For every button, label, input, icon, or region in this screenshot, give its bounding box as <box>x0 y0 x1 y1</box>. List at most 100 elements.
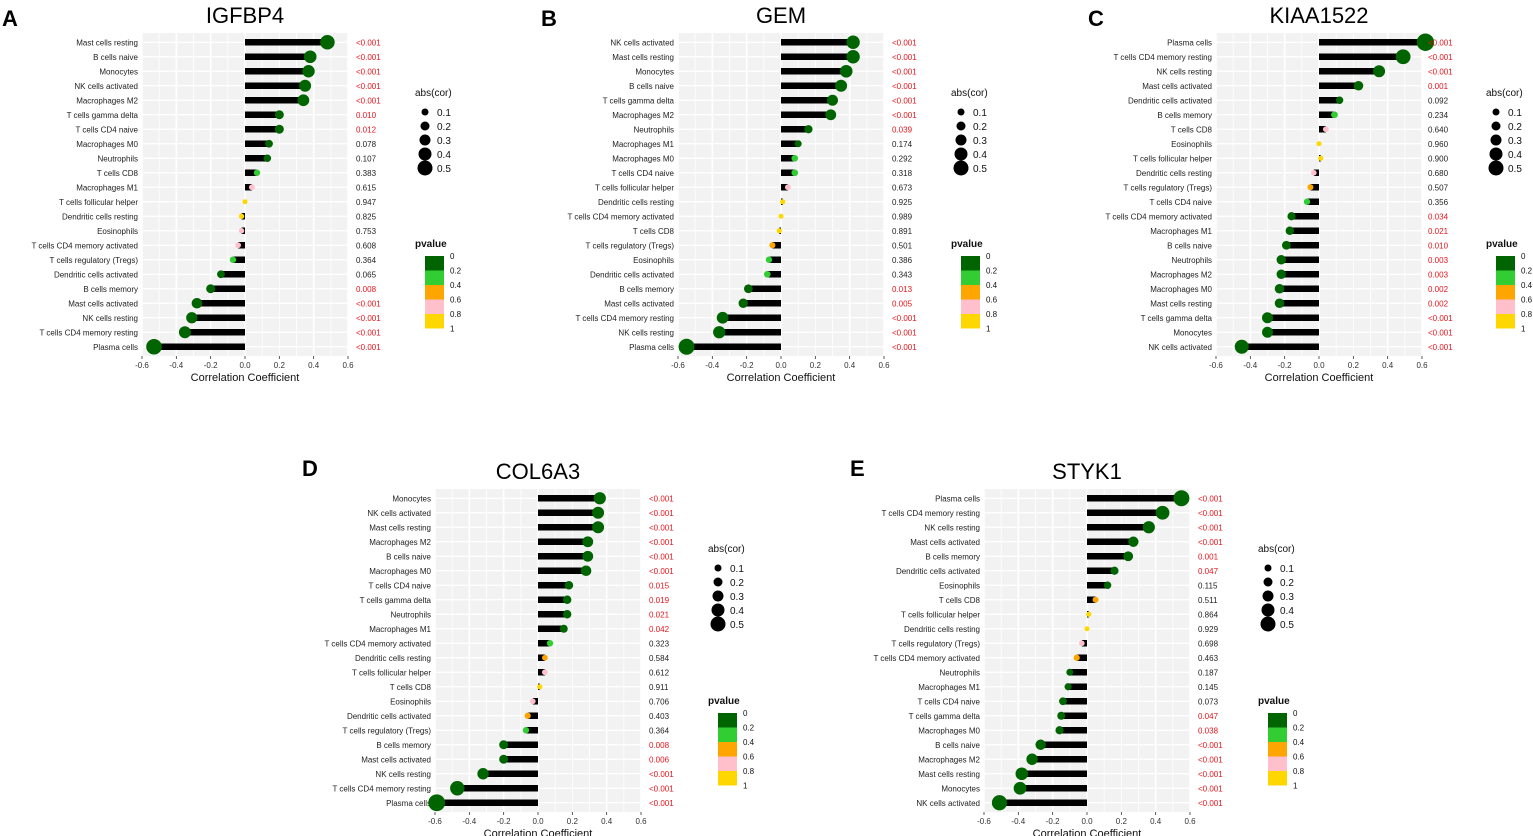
x-axis-label: Correlation Coefficient <box>191 372 300 384</box>
x-tick-label: -0.4 <box>705 361 719 370</box>
color-legend-swatch <box>425 285 444 300</box>
lollipop-point <box>765 256 773 263</box>
cell-type-label: Mast cells activated <box>361 755 431 764</box>
p-value-label: <0.001 <box>892 53 917 62</box>
cell-type-label: T cells gamma delta <box>67 111 139 120</box>
color-legend-swatch <box>718 713 737 728</box>
p-value-label: 0.608 <box>356 241 377 250</box>
cell-type-label: T cells follicular helper <box>595 183 674 192</box>
size-legend-label: 0.5 <box>1508 164 1522 175</box>
lollipop-point <box>477 768 489 780</box>
lollipop-point <box>541 669 548 676</box>
x-tick-label: -0.2 <box>1046 817 1060 826</box>
lollipop-point <box>1064 683 1072 691</box>
cell-type-label: Macrophages M2 <box>369 538 431 547</box>
size-legend-dot <box>713 577 723 587</box>
color-legend-swatch <box>1268 771 1287 786</box>
p-value-label: 0.008 <box>649 741 670 750</box>
p-value-label: 0.640 <box>1428 125 1449 134</box>
size-legend-dot <box>714 564 722 572</box>
color-legend-label: 0.8 <box>986 310 998 319</box>
lollipop-point <box>1059 697 1067 706</box>
p-value-label: 0.107 <box>356 154 377 163</box>
cell-type-label: T cells CD8 <box>939 596 981 605</box>
cell-type-label: Eosinophils <box>1171 140 1212 149</box>
lollipop-point <box>1287 212 1296 221</box>
cell-type-label: Monocytes <box>392 494 431 503</box>
p-value-label: <0.001 <box>356 82 381 91</box>
p-value-label: 0.078 <box>356 140 377 149</box>
color-legend-title: pvalue <box>951 239 983 250</box>
cell-type-label: T cells CD8 <box>1171 125 1213 134</box>
color-legend-swatch <box>425 256 444 271</box>
lollipop-point <box>274 124 284 134</box>
p-value-label: 0.021 <box>1428 227 1449 236</box>
p-value-label: 0.864 <box>1198 610 1219 619</box>
color-legend-swatch <box>1268 756 1287 771</box>
p-value-label: 0.042 <box>649 625 670 634</box>
lollipop-point <box>1110 566 1119 575</box>
lollipop-point <box>1318 155 1324 161</box>
cell-type-label: T cells CD8 <box>390 683 432 692</box>
lollipop-point <box>1084 626 1090 632</box>
cell-type-label: Macrophages M2 <box>612 111 674 120</box>
p-value-label: <0.001 <box>1428 343 1453 352</box>
color-legend-swatch <box>718 742 737 757</box>
panel-e: E STYK1 Plasma cells <0.001 T cells CD4 memo… <box>850 456 1305 836</box>
lollipop-point <box>428 794 446 812</box>
cell-type-label: Eosinophils <box>390 697 431 706</box>
cell-type-label: Dendritic cells resting <box>1136 169 1212 178</box>
panel-a: A IGFBP4 Mast cells resting <0.001 B cells n… <box>2 3 462 384</box>
x-tick-label: 0.4 <box>601 817 613 826</box>
size-legend-label: 0.2 <box>730 578 744 589</box>
color-legend-swatch <box>961 270 980 285</box>
cell-type-label: Dendritic cells resting <box>904 625 980 634</box>
lollipop-point <box>763 270 771 278</box>
lollipop-point <box>265 139 273 148</box>
lollipop-point <box>794 140 802 148</box>
p-value-label: 0.463 <box>1198 654 1219 663</box>
p-value-label: 0.900 <box>1428 154 1449 163</box>
cell-type-label: Monocytes <box>941 784 980 793</box>
lollipop-point <box>1276 255 1286 265</box>
size-legend: abs(cor) 0.1 0.2 0.3 0.4 0.5 <box>415 88 452 176</box>
color-legend-swatch <box>1268 742 1287 757</box>
p-value-label: 0.612 <box>649 668 670 677</box>
lollipop-point <box>1103 581 1112 589</box>
color-legend-swatch <box>961 285 980 300</box>
color-legend-label: 0.4 <box>450 281 462 290</box>
lollipop-point <box>778 213 784 219</box>
cell-type-label: Mast cells resting <box>369 523 431 532</box>
p-value-label: 0.005 <box>892 299 913 308</box>
x-tick-label: 0.6 <box>342 361 354 370</box>
x-tick-label: 0.0 <box>532 817 544 826</box>
lollipop-point <box>186 312 198 324</box>
chart-title: GEM <box>756 3 806 28</box>
lollipop-point <box>791 169 799 177</box>
size-legend-label: 0.2 <box>973 122 987 133</box>
lollipop-point <box>784 184 791 191</box>
x-tick-label: 0.4 <box>308 361 320 370</box>
x-tick-label: -0.2 <box>497 817 511 826</box>
x-tick-label: -0.6 <box>1209 361 1223 370</box>
p-value-label: 0.292 <box>892 154 913 163</box>
p-value-label: <0.001 <box>1428 314 1453 323</box>
lollipop-point <box>248 184 255 191</box>
size-legend-label: 0.2 <box>437 122 451 133</box>
size-legend-label: 0.4 <box>973 150 987 161</box>
lollipop-point <box>1262 326 1273 338</box>
p-value-label: 0.234 <box>1428 111 1449 120</box>
lollipop-point <box>499 754 509 764</box>
cell-type-label: T cells follicular helper <box>1133 154 1212 163</box>
lollipop-point <box>1395 49 1411 65</box>
p-value-label: 0.364 <box>356 256 377 265</box>
color-legend-label: 0.6 <box>450 296 462 305</box>
size-legend-dot <box>418 147 432 161</box>
color-legend-label: 0 <box>986 252 991 261</box>
size-legend-dot <box>1260 616 1276 632</box>
cell-type-label: Mast cells resting <box>1150 299 1212 308</box>
x-tick-label: -0.6 <box>977 817 991 826</box>
color-legend-label: 0.2 <box>450 267 462 276</box>
